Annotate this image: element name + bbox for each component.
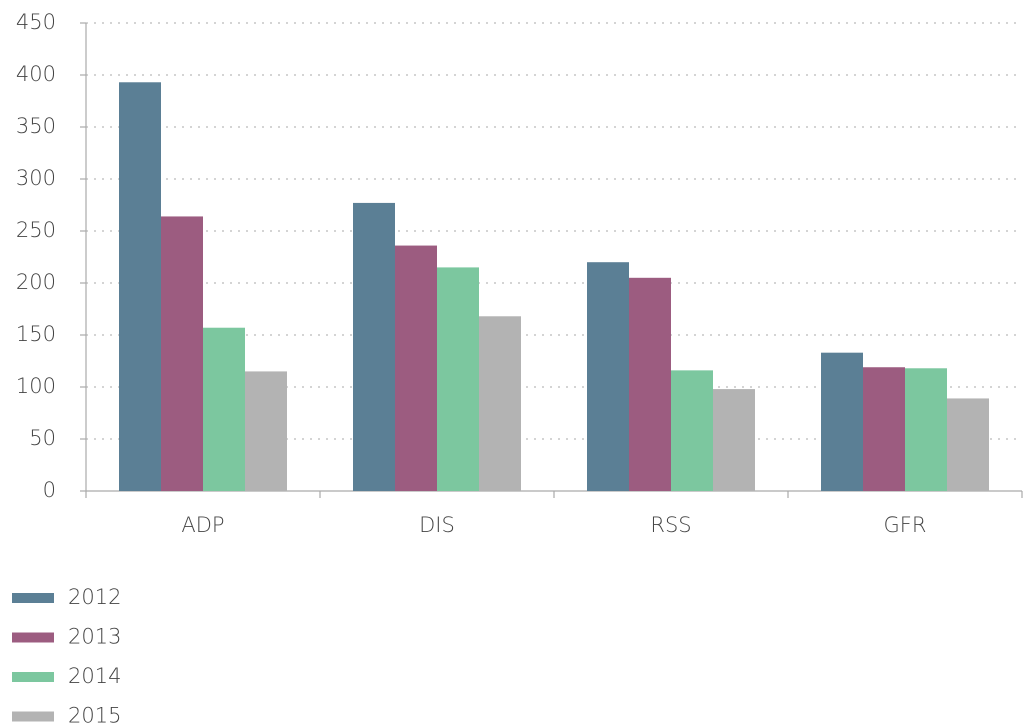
legend-swatch: [12, 672, 54, 682]
y-tick-label: 100: [16, 374, 56, 398]
bar: [905, 368, 947, 491]
bar: [863, 367, 905, 491]
y-tick-label: 350: [16, 114, 56, 138]
legend-label: 2014: [68, 664, 121, 688]
x-tick-label: ADP: [181, 513, 224, 537]
bar: [821, 352, 863, 491]
bar: [947, 398, 989, 491]
bar: [713, 389, 755, 491]
bar: [161, 216, 203, 491]
legend-swatch: [12, 593, 54, 603]
bar: [479, 316, 521, 491]
y-tick-label: 0: [43, 478, 56, 502]
bar: [245, 371, 287, 491]
legend-swatch: [12, 711, 54, 722]
legend-label: 2012: [68, 585, 121, 609]
y-tick-label: 250: [16, 218, 56, 242]
y-tick-label: 450: [16, 10, 56, 34]
y-tick-label: 400: [16, 62, 56, 86]
bar: [629, 277, 671, 491]
bar: [671, 370, 713, 491]
x-tick-label: GFR: [884, 513, 927, 537]
x-tick-label: DIS: [419, 513, 455, 537]
y-tick-label: 150: [16, 322, 56, 346]
legend-label: 2015: [68, 704, 121, 727]
legend-label: 2013: [68, 625, 121, 649]
y-tick-label: 50: [29, 426, 56, 450]
bar: [353, 202, 395, 492]
bar: [395, 245, 437, 491]
bar: [119, 82, 161, 491]
y-tick-label: 200: [16, 270, 56, 294]
x-tick-label: RSS: [650, 513, 691, 537]
bar: [203, 327, 245, 491]
y-tick-label: 300: [16, 166, 56, 190]
bar: [437, 267, 479, 491]
legend-swatch: [12, 632, 54, 643]
bar: [587, 262, 629, 491]
